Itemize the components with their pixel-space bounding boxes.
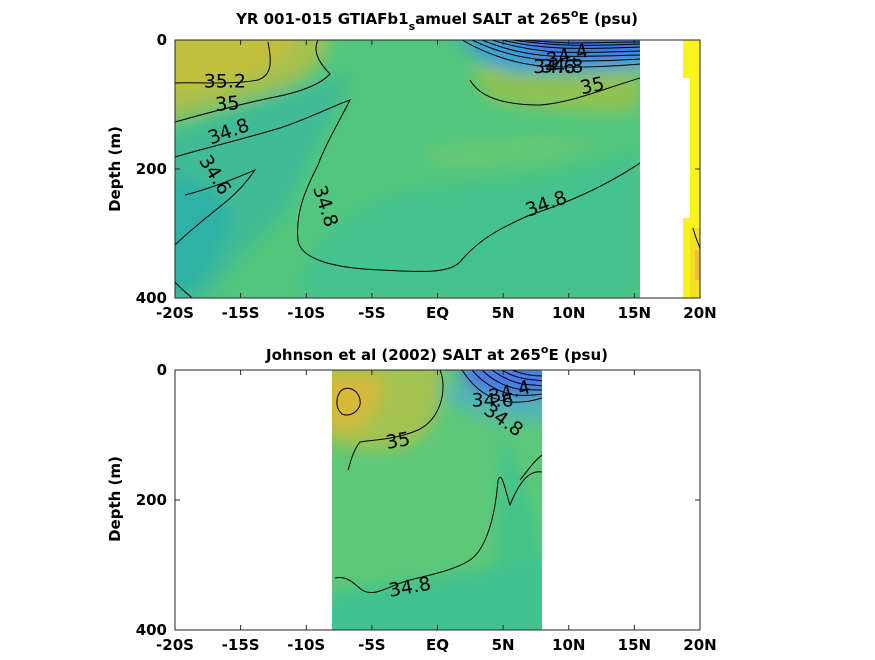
contour-label: 34.8 [541,56,583,78]
y-tick-label: 200 [136,160,167,178]
panel-1-title: YR 001-015 GTIAFb1samuel SALT at 265oE (… [235,7,638,33]
x-tick-label: -10S [287,636,325,654]
x-tick-label: 15N [618,636,651,654]
salinity-field-2 [332,370,542,630]
x-tick-label: -20S [156,304,194,322]
x-tick-label: EQ [426,304,449,322]
contour-label: 35 [578,73,606,100]
x-tick-label: 15N [618,304,651,322]
contour-34.8-south [175,99,640,273]
y-tick-label: 400 [136,289,167,307]
x-tick-label: 10N [552,636,585,654]
x-tick-label: EQ [426,636,449,654]
y-axis-label-1: Depth (m) [106,126,124,212]
contour-35-north [469,77,640,106]
contour-label: 34.6 [533,56,575,78]
y-axis-label-2: Depth (m) [106,456,124,542]
x-tick-label: -5S [358,304,385,322]
x-tick-label: -5S [358,636,385,654]
contour-34.8-j-inner [519,454,542,481]
x-axis-1: -20S -15S -10S -5S EQ 5N 10N 15N 20N [156,40,717,322]
contour-34.8-j [334,471,542,594]
y-tick-label: 0 [157,361,167,379]
contour-34.4-south [175,281,193,298]
contour-34.6 [175,168,257,246]
y-tick-label: 200 [136,491,167,509]
y-tick-label: 400 [136,621,167,639]
contour-35-j-closed [336,387,361,416]
panel-2: Johnson et al (2002) SALT at 265oE (psu) [106,343,717,654]
y-axis-1: 0 200 400 [136,31,700,307]
contour-label: 34.6 [471,390,513,412]
y-tick-label: 0 [157,31,167,49]
x-tick-label: 20N [683,304,716,322]
contour-group-ne [461,40,640,68]
x-tick-label: 20N [683,636,716,654]
contour-label: 35 [214,92,240,116]
x-tick-label: -20S [156,636,194,654]
x-tick-label: 5N [492,636,515,654]
y-axis-2: 0 200 400 [136,361,700,639]
x-tick-label: 5N [492,304,515,322]
x-tick-label: -10S [287,304,325,322]
contour-label: 35.2 [204,70,246,92]
contour-35-j [347,370,444,471]
contour-group-j-ne [461,370,542,403]
panel-1: YR 001-015 GTIAFb1samuel SALT at 265oE (… [106,7,717,322]
salinity-field-1 [175,40,640,298]
contour-label: 35 [384,428,412,454]
panel-2-title: Johnson et al (2002) SALT at 265oE (psu) [265,343,608,364]
x-tick-label: -15S [222,304,260,322]
x-axis-2: -20S -15S -10S -5S EQ 5N 10N 15N 20N [156,370,717,654]
contour-35-south [175,40,331,123]
x-tick-label: 10N [552,304,585,322]
contour-35.2 [175,41,271,84]
x-tick-label: -15S [222,636,260,654]
